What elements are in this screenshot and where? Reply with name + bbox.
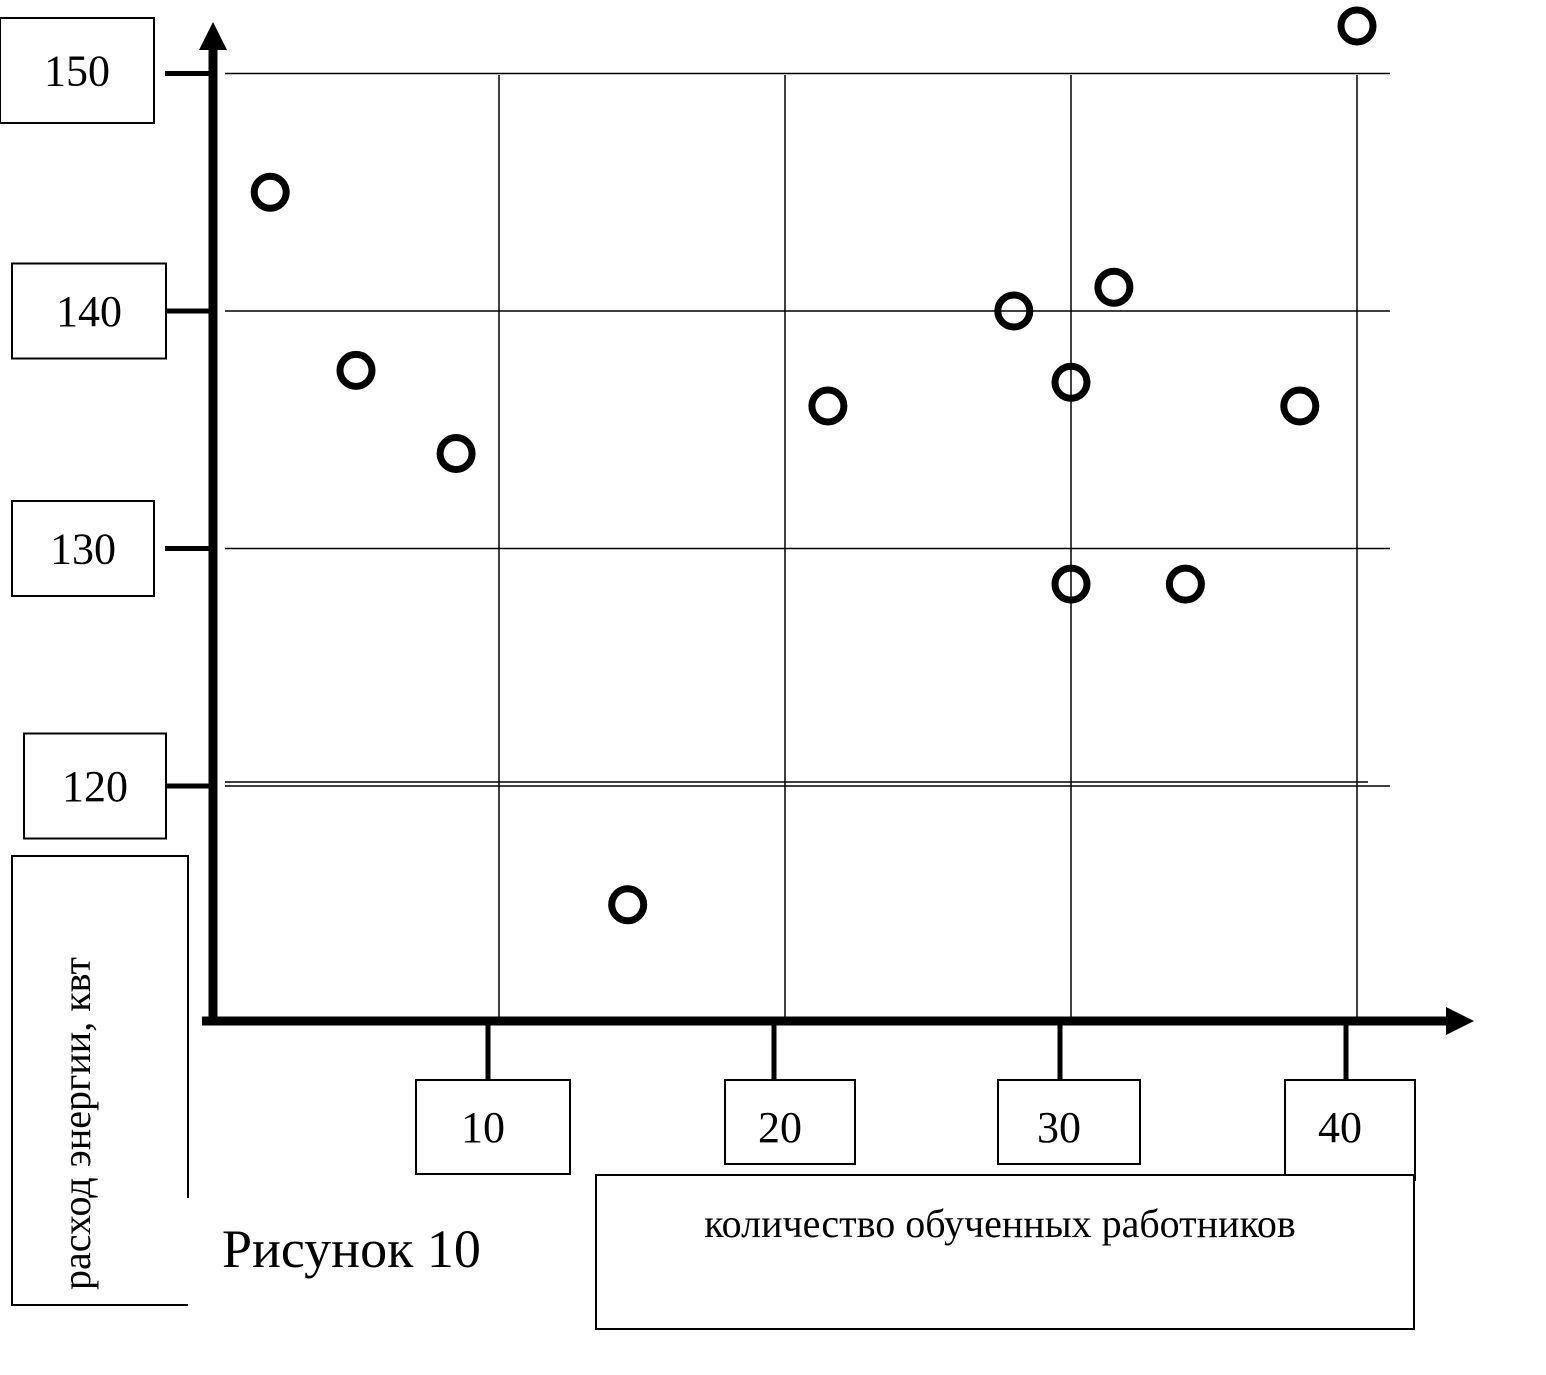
x-tick-box-10 xyxy=(415,1079,571,1175)
data-point xyxy=(1051,564,1091,604)
y-axis-title: расход энергии, квт xyxy=(54,957,99,1290)
figure-caption: Рисунок 10 xyxy=(222,1219,481,1279)
x-tick-label-40: 40 xyxy=(1318,1103,1362,1152)
y-tick-label-140: 140 xyxy=(56,287,122,336)
y-tick-label-130: 130 xyxy=(50,525,116,574)
data-point xyxy=(250,172,290,212)
axes xyxy=(199,22,1474,1035)
data-point xyxy=(808,386,848,426)
data-point xyxy=(1094,267,1134,307)
x-tick-box-30 xyxy=(997,1079,1141,1165)
x-tick-label-10: 10 xyxy=(461,1103,505,1152)
data-point xyxy=(1051,362,1091,402)
y-tick-label-150: 150 xyxy=(44,47,110,96)
data-point xyxy=(1280,386,1320,426)
y-tick-box-150 xyxy=(0,17,155,124)
data-point xyxy=(1337,6,1377,46)
data-point xyxy=(336,350,376,390)
y-tick-label-120: 120 xyxy=(62,762,128,811)
x-axis-title: количество обученных работников xyxy=(704,1201,1296,1246)
x-tick-labels: 10 20 30 40 xyxy=(415,1079,1416,1181)
y-tick-box-130 xyxy=(11,500,155,597)
y-tick-labels: 120 130 140 150 xyxy=(0,17,167,840)
x-tick-label-30: 30 xyxy=(1037,1103,1081,1152)
y-tick-box-140 xyxy=(11,262,167,360)
x-tick-box-40 xyxy=(1284,1079,1416,1181)
data-point xyxy=(1165,564,1205,604)
data-point xyxy=(608,885,648,925)
grid xyxy=(225,72,1390,1021)
data-point xyxy=(994,291,1034,331)
x-axis-arrow-icon xyxy=(1446,1007,1474,1035)
y-axis-arrow-icon xyxy=(199,22,227,50)
x-tick-box-20 xyxy=(724,1079,856,1165)
data-points xyxy=(250,6,1377,925)
axis-ticks xyxy=(165,71,1349,1080)
data-point xyxy=(436,434,476,473)
y-tick-box-120 xyxy=(23,732,167,840)
x-axis-title-box: количество обученных работников xyxy=(595,1174,1415,1330)
y-axis-title-box: расход энергии, квт xyxy=(11,855,189,1306)
x-tick-label-20: 20 xyxy=(758,1103,802,1152)
